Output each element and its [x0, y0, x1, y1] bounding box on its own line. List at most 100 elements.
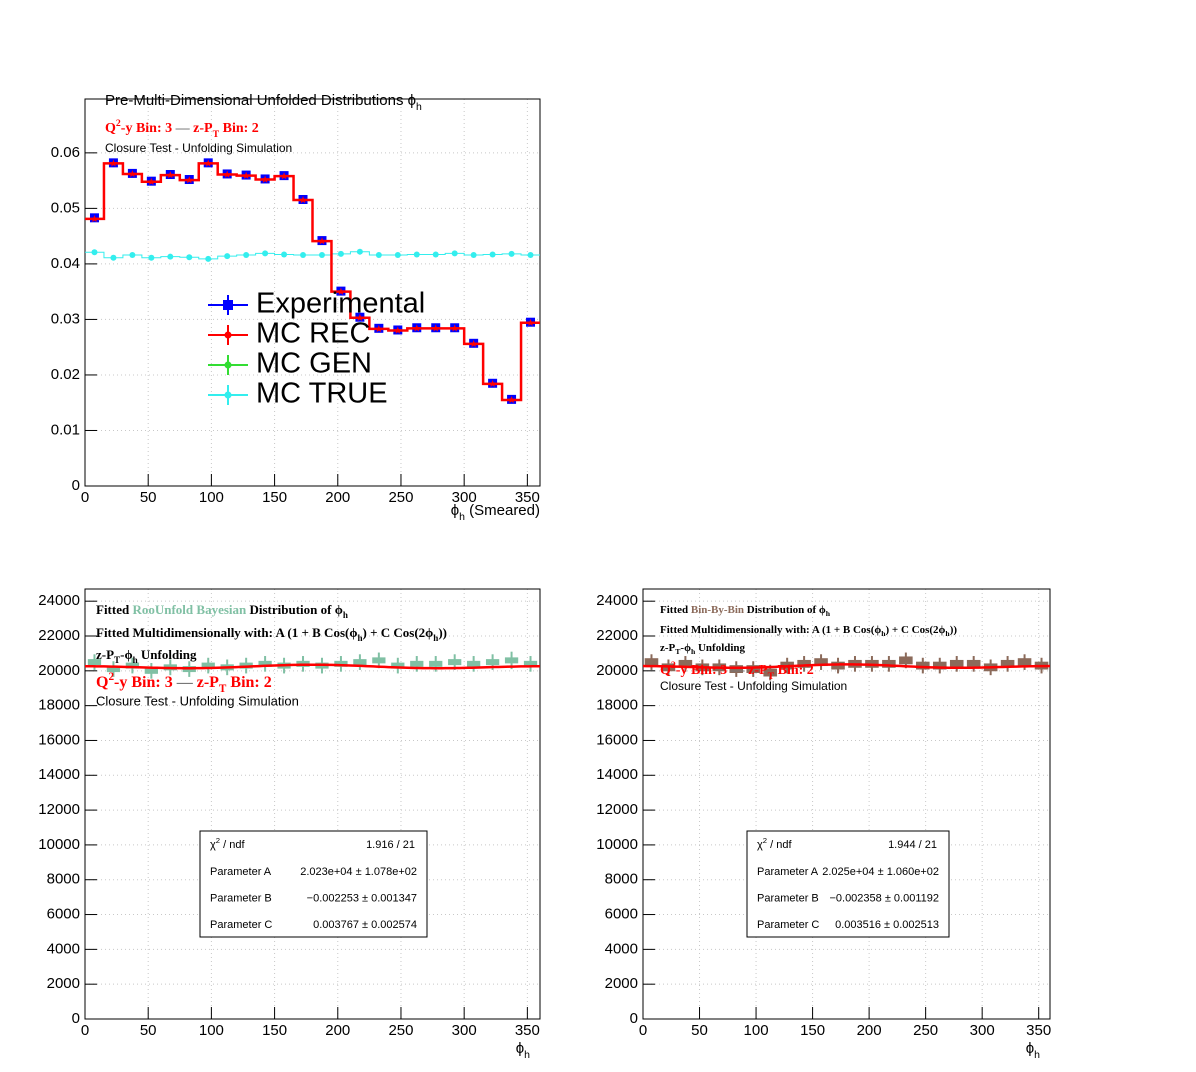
- text-piece: )): [950, 624, 958, 636]
- stats-label: Parameter A: [210, 866, 272, 878]
- y-tick-label: 20000: [38, 662, 80, 679]
- marker: [262, 250, 269, 257]
- text-piece: h: [459, 511, 465, 523]
- x-tick-label: 250: [388, 489, 413, 506]
- rich-text: χ2 / ndf: [210, 836, 245, 851]
- marker: [166, 171, 175, 179]
- text-piece: h: [881, 629, 886, 638]
- y-tick-label: 6000: [605, 906, 638, 923]
- rich-text: χ2 / ndf: [757, 836, 792, 851]
- text-piece: Fitted Multidimensionally with: A (1 + B…: [660, 624, 881, 636]
- error-box: [932, 661, 947, 670]
- marker: [394, 326, 402, 334]
- marker: [337, 250, 344, 257]
- legend-marker: [224, 391, 232, 399]
- marker: [318, 252, 325, 259]
- marker: [91, 249, 98, 256]
- marker: [526, 318, 535, 326]
- marker: [337, 287, 345, 295]
- rich-text: Q2-y Bin: 3 — z-PT Bin: 2: [96, 671, 272, 695]
- y-tick-label: 8000: [605, 871, 638, 888]
- x-tick-label: 300: [452, 489, 477, 506]
- marker: [523, 660, 538, 667]
- error-box: [966, 659, 981, 668]
- stats-label: Parameter A: [757, 866, 819, 878]
- y-tick-label: 4000: [47, 940, 80, 957]
- text-piece: Fitted Multidimensionally with: A (1 + B…: [96, 625, 357, 640]
- x-tick-label: 0: [81, 1022, 89, 1039]
- x-tick-label: 150: [800, 1022, 825, 1039]
- marker: [413, 251, 420, 258]
- marker: [280, 172, 288, 180]
- y-tick-label: 0.05: [51, 199, 80, 216]
- stats-label: Parameter C: [210, 919, 272, 931]
- rich-text: Pre-Multi-Dimensional Unfolded Distribut…: [105, 92, 422, 113]
- text-piece: —: [175, 121, 191, 136]
- error-box: [899, 656, 913, 665]
- marker: [353, 659, 367, 666]
- error-box: [814, 658, 828, 667]
- marker: [147, 177, 156, 185]
- rich-text: ϕh: [516, 1040, 530, 1061]
- x-tick-label: 200: [325, 1022, 350, 1039]
- marker: [224, 253, 231, 260]
- marker: [167, 253, 174, 260]
- x-tick-label: 50: [691, 1022, 708, 1039]
- text-piece: ϕ: [1026, 1040, 1034, 1057]
- y-tick-label: 22000: [596, 627, 638, 644]
- marker: [261, 175, 269, 183]
- marker: [144, 667, 158, 674]
- rich-text: z-PT-ϕh Unfolding: [96, 647, 197, 665]
- legend-label: MC TRUE: [256, 378, 388, 410]
- y-tick-label: 6000: [47, 906, 80, 923]
- text-piece: 2: [763, 836, 767, 845]
- text-piece: h: [133, 655, 138, 665]
- marker: [148, 254, 155, 261]
- x-tick-label: 350: [1026, 1022, 1051, 1039]
- marker: [412, 324, 421, 332]
- text-piece: z-P: [193, 674, 219, 691]
- stats-value: 1.944 / 21: [888, 839, 937, 851]
- error-box: [1000, 659, 1015, 668]
- marker: [186, 254, 193, 261]
- x-tick-label: 200: [857, 1022, 882, 1039]
- text-piece: T: [219, 683, 227, 695]
- error-box: [797, 659, 811, 668]
- error-box: [949, 659, 964, 668]
- marker: [488, 379, 497, 388]
- marker: [391, 662, 405, 669]
- y-tick-label: 10000: [38, 836, 80, 853]
- x-tick-label: 50: [140, 489, 157, 506]
- marker: [185, 176, 194, 184]
- marker: [125, 662, 140, 669]
- text-piece: / ndf: [767, 839, 792, 851]
- text-piece: )): [438, 625, 447, 640]
- marker: [372, 657, 386, 664]
- text-piece: h: [524, 1049, 530, 1061]
- marker: [110, 254, 117, 261]
- y-tick-label: 10000: [596, 836, 638, 853]
- marker: [469, 339, 478, 348]
- x-tick-label: 250: [388, 1022, 413, 1039]
- legend-marker: [223, 300, 233, 310]
- text-piece: h: [433, 633, 438, 643]
- y-tick-label: 0.01: [51, 421, 80, 438]
- y-tick-label: 22000: [38, 627, 80, 644]
- plot-frame: [84, 98, 541, 487]
- text-piece: —: [730, 663, 746, 678]
- y-tick-label: 14000: [38, 766, 80, 783]
- text-piece: h: [826, 609, 831, 618]
- rich-text: z-PT-ϕh Unfolding: [660, 642, 746, 657]
- marker: [451, 250, 458, 257]
- text-piece: Pre-Multi-Dimensional Unfolded Distribut…: [105, 92, 416, 109]
- x-tick-label: 50: [140, 1022, 157, 1039]
- marker: [410, 660, 424, 667]
- marker: [129, 252, 136, 259]
- y-tick-label: 24000: [38, 592, 80, 609]
- x-tick-label: 0: [81, 489, 89, 506]
- marker: [205, 255, 212, 262]
- marker: [432, 251, 439, 258]
- text-piece: h: [416, 101, 422, 113]
- marker: [334, 660, 348, 667]
- text-piece: 2: [116, 118, 121, 129]
